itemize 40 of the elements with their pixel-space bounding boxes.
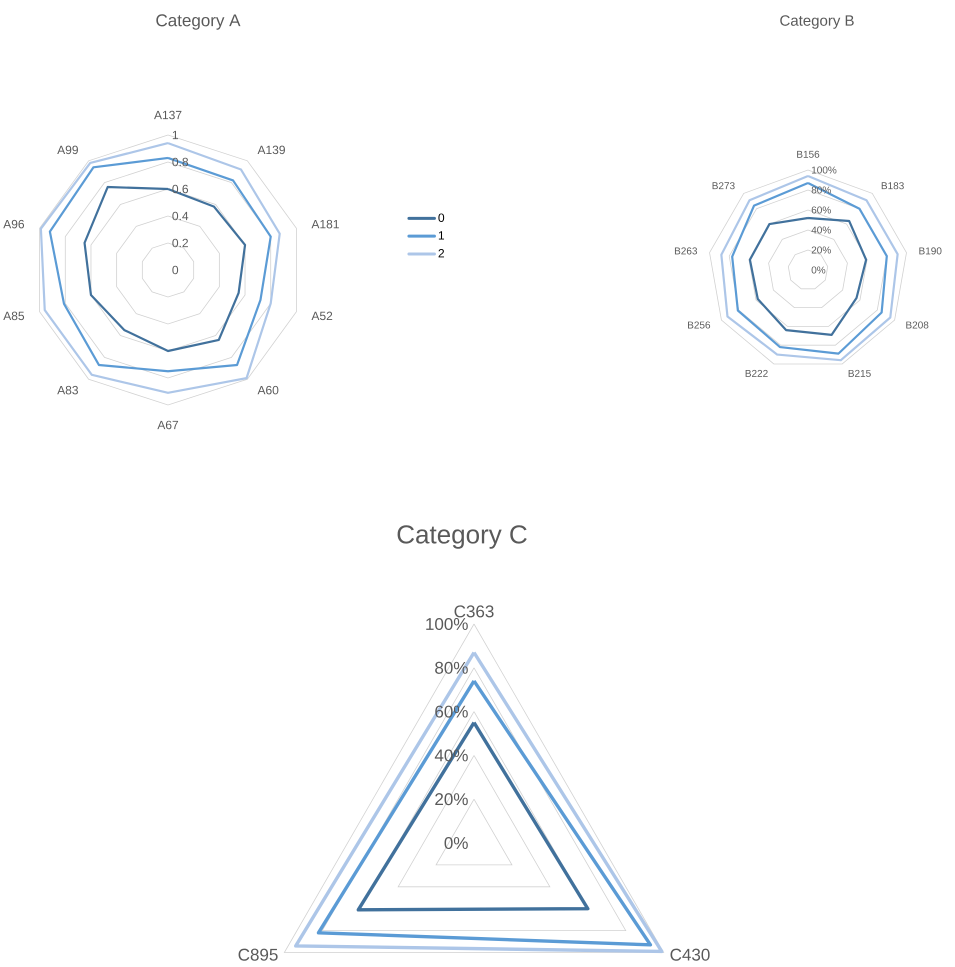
spoke-label: B215 <box>848 370 871 377</box>
spoke-label: A137 <box>154 110 182 120</box>
spoke-label: A139 <box>258 146 285 154</box>
y-tick-label: 0 <box>172 266 178 274</box>
y-tick-label: 0% <box>444 836 468 850</box>
y-tick-label: 0.4 <box>172 212 188 220</box>
spoke-label: B156 <box>797 150 820 158</box>
y-tick-label: 80% <box>435 662 468 674</box>
y-tick-label: 0.6 <box>172 184 188 194</box>
y-tick-label: 1 <box>172 130 178 140</box>
spoke-label: A67 <box>157 420 178 430</box>
spoke-label: B222 <box>746 370 768 377</box>
y-tick-label: 0.2 <box>172 238 188 248</box>
spoke-label: C363 <box>454 605 494 618</box>
spoke-label: C895 <box>238 948 278 961</box>
spoke-label: C430 <box>670 948 710 961</box>
spoke-label: A99 <box>57 146 78 154</box>
chart-title: Category A <box>156 14 240 30</box>
chart-title: Category B <box>780 15 854 29</box>
y-tick-label: 60% <box>812 206 831 214</box>
spoke-label: A85 <box>3 312 24 320</box>
spoke-label: B263 <box>674 247 698 254</box>
y-tick-label: 20% <box>435 793 468 806</box>
y-tick-label: 40% <box>811 226 831 234</box>
y-tick-label: 0% <box>812 266 826 274</box>
spoke-label: A60 <box>258 386 278 394</box>
chart-title: Category C <box>398 525 527 549</box>
y-tick-label: 20% <box>812 246 831 254</box>
spoke-label: A96 <box>3 220 24 228</box>
spoke-label: B190 <box>919 247 942 254</box>
spoke-label: A83 <box>57 386 78 394</box>
spoke-label: B208 <box>906 321 928 329</box>
spoke-label: A52 <box>311 312 332 320</box>
spoke-label: B273 <box>712 182 735 190</box>
spoke-label: B256 <box>688 321 710 329</box>
spoke-label: A181 <box>311 220 339 228</box>
y-tick-label: 100% <box>426 618 468 630</box>
y-tick-label: 100% <box>812 166 836 174</box>
spoke-label: B183 <box>882 182 904 190</box>
legend-label: 2 <box>438 249 444 258</box>
